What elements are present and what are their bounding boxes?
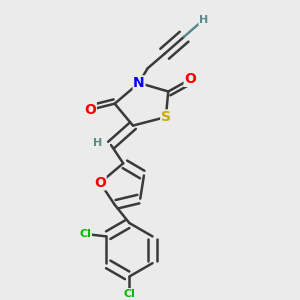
- Text: Cl: Cl: [123, 289, 135, 298]
- Text: O: O: [184, 72, 196, 86]
- Text: H: H: [93, 138, 102, 148]
- Text: H: H: [199, 15, 208, 25]
- Text: Cl: Cl: [80, 229, 91, 239]
- Text: S: S: [161, 110, 171, 124]
- Text: N: N: [133, 76, 145, 90]
- Text: O: O: [94, 176, 106, 190]
- Text: O: O: [84, 103, 96, 117]
